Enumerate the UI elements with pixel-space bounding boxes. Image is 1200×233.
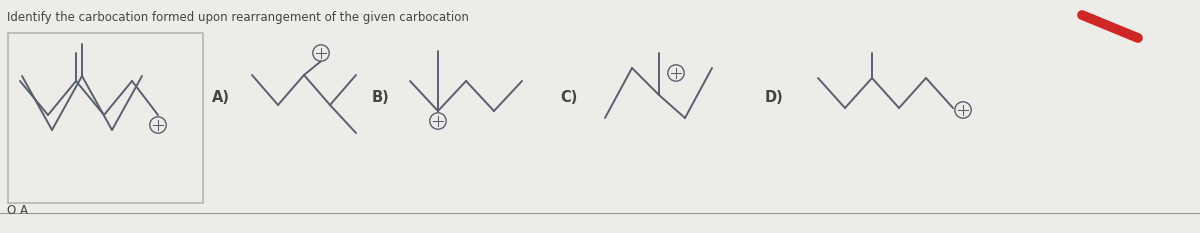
Text: D): D) [766, 90, 784, 106]
FancyBboxPatch shape [8, 33, 203, 203]
Text: C): C) [560, 90, 577, 106]
Text: B): B) [372, 90, 390, 106]
Text: A): A) [212, 90, 230, 106]
Text: Identify the carbocation formed upon rearrangement of the given carbocation: Identify the carbocation formed upon rea… [7, 11, 469, 24]
Text: O A: O A [7, 204, 28, 217]
